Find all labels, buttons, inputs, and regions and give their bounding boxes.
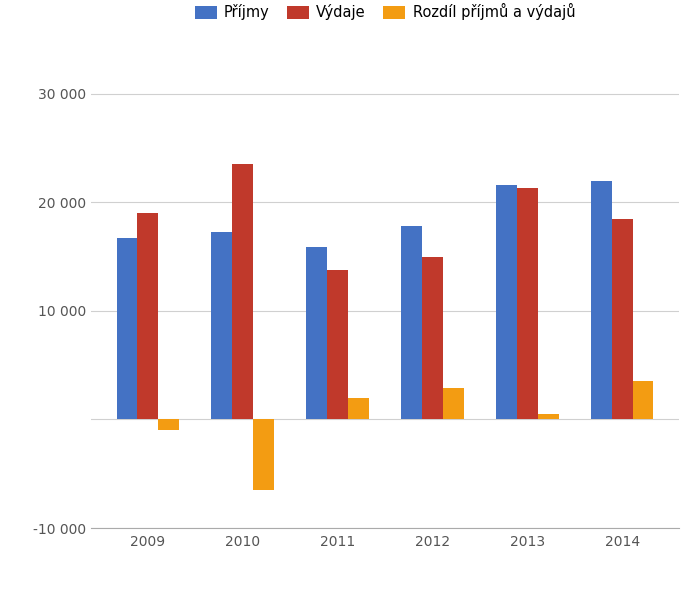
Bar — [612, 218, 633, 419]
Bar — [327, 269, 348, 419]
Bar — [232, 164, 253, 419]
Bar — [633, 382, 653, 419]
Bar — [443, 388, 463, 419]
Bar — [401, 226, 422, 419]
Bar — [117, 238, 137, 419]
Bar — [158, 419, 179, 430]
Bar — [211, 232, 232, 419]
Bar — [538, 414, 559, 419]
Bar — [517, 188, 538, 419]
Bar — [307, 247, 327, 419]
Bar — [496, 185, 517, 419]
Bar — [137, 213, 158, 419]
Bar — [253, 419, 274, 490]
Bar — [348, 398, 369, 419]
Bar — [422, 257, 443, 419]
Bar — [591, 181, 612, 419]
Legend: Příjmy, Výdaje, Rozdíl příjmů a výdajů: Příjmy, Výdaje, Rozdíl příjmů a výdajů — [189, 0, 581, 26]
